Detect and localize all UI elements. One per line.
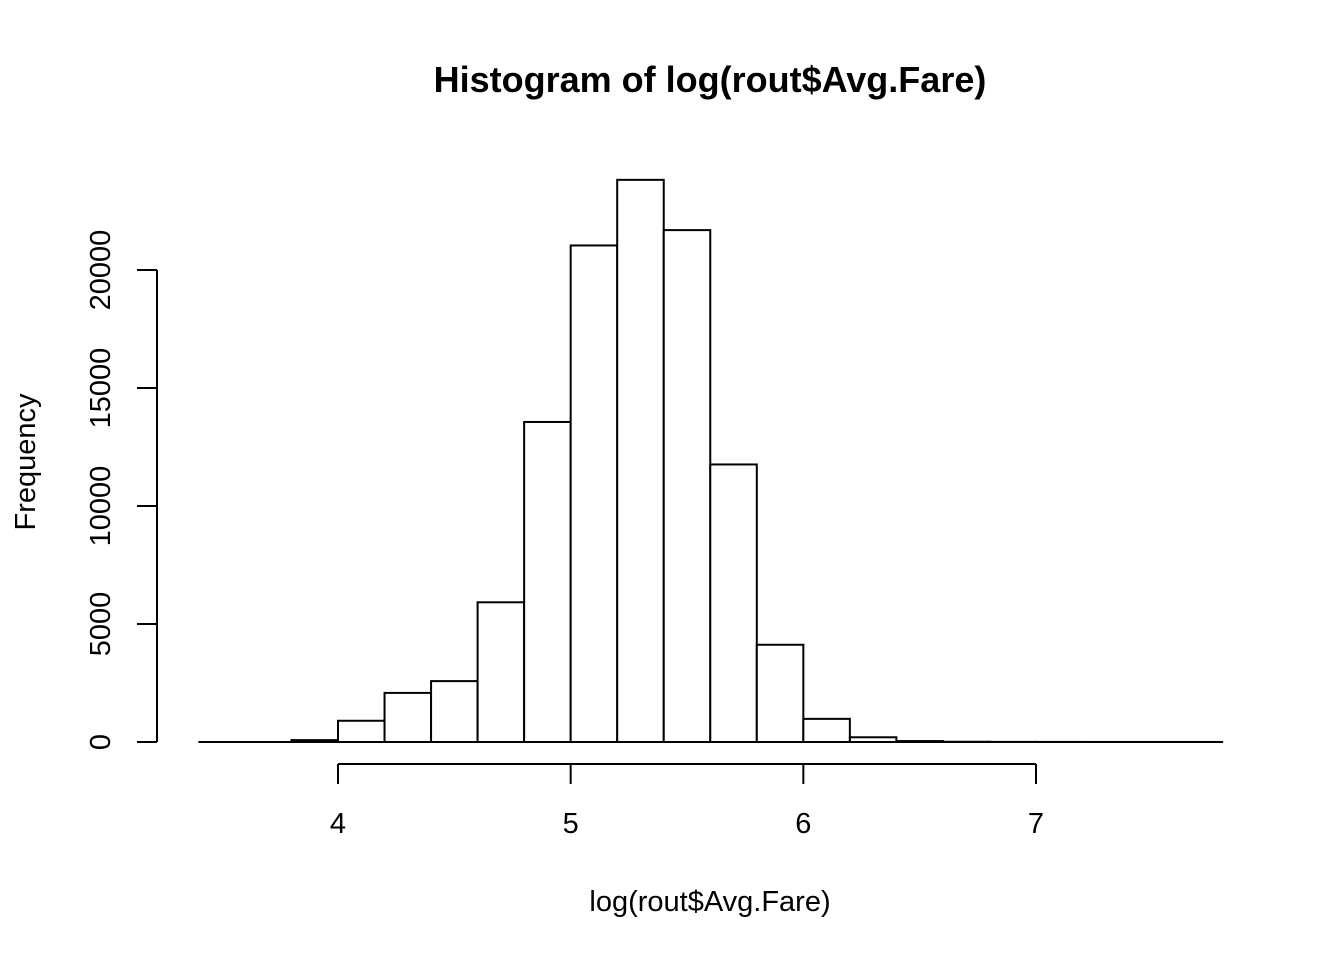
histogram-bars — [198, 178, 1224, 744]
chart-title: Histogram of log(rout$Avg.Fare) — [434, 59, 987, 100]
histogram-bar — [430, 680, 479, 743]
x-axis-label: log(rout$Avg.Fare) — [589, 886, 830, 918]
y-tick-label: 0 — [85, 734, 117, 750]
x-tick-label: 4 — [330, 808, 346, 840]
y-tick-label: 15000 — [85, 348, 117, 429]
histogram-bar — [337, 719, 386, 744]
histogram-bar — [383, 691, 433, 743]
histogram-bar — [616, 178, 665, 743]
x-tick-label: 7 — [1028, 808, 1044, 840]
y-axis: 0 5000 10000 15000 20000 — [85, 230, 158, 750]
y-tick-label: 20000 — [85, 230, 117, 311]
x-tick-label: 5 — [563, 808, 579, 840]
x-tick-label: 6 — [795, 808, 811, 840]
histogram-bar — [755, 643, 805, 744]
y-tick-label: 5000 — [85, 592, 117, 657]
histogram-bar — [523, 420, 572, 743]
y-tick-label: 10000 — [85, 466, 117, 547]
x-axis: 4 5 6 7 — [330, 763, 1044, 840]
y-axis-label: Frequency — [10, 393, 42, 531]
histogram-bar — [709, 463, 758, 743]
histogram-bar — [802, 717, 851, 744]
histogram-bar — [476, 601, 526, 744]
histogram-bar — [662, 229, 712, 743]
histogram-bar — [569, 244, 619, 743]
